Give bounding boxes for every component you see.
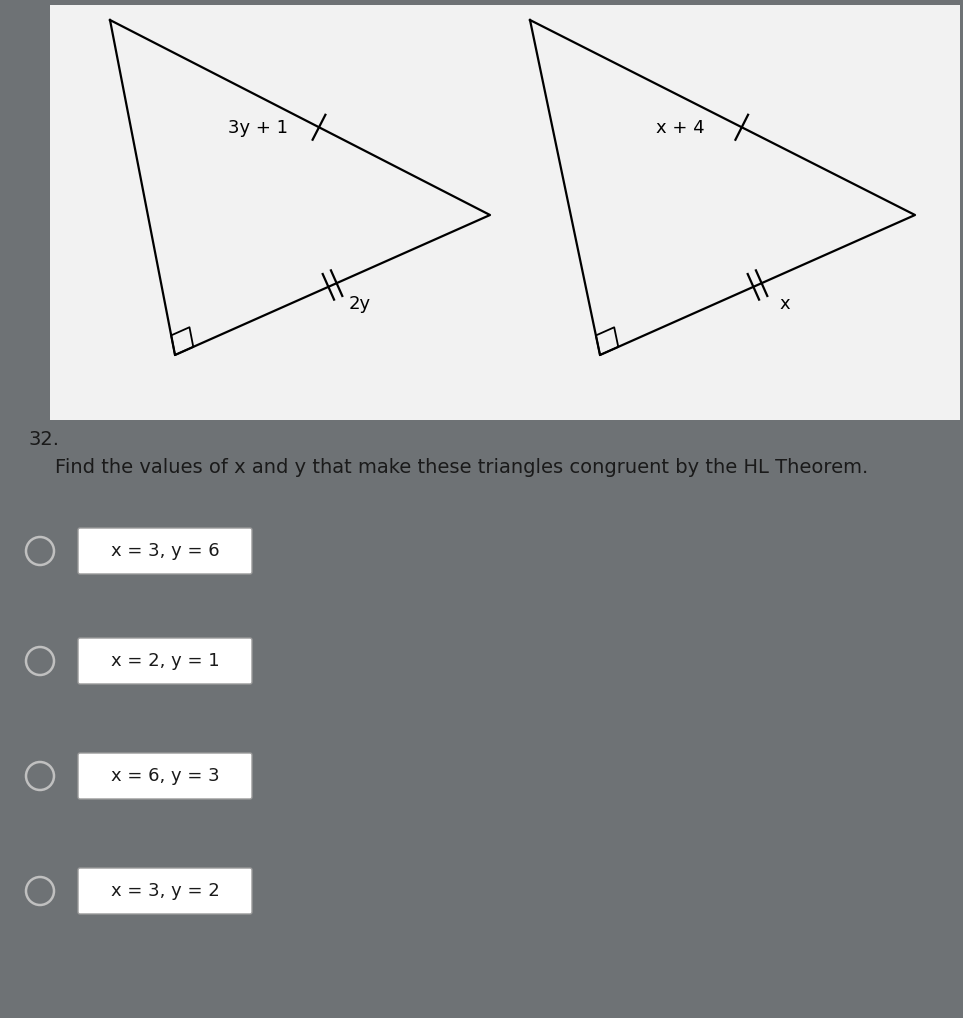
Text: 2y: 2y [349, 294, 371, 313]
FancyBboxPatch shape [78, 528, 252, 574]
Text: Find the values of x and y that make these triangles congruent by the HL Theorem: Find the values of x and y that make the… [55, 458, 869, 477]
Text: x = 2, y = 1: x = 2, y = 1 [111, 652, 220, 670]
Text: x: x [779, 294, 790, 313]
Text: x = 3, y = 6: x = 3, y = 6 [111, 542, 220, 560]
Text: x + 4: x + 4 [657, 119, 705, 136]
Bar [50, 5, 960, 420]
Text: x = 6, y = 3: x = 6, y = 3 [111, 767, 220, 785]
Text: x = 3, y = 2: x = 3, y = 2 [111, 882, 220, 900]
Text: 32.: 32. [28, 430, 59, 449]
FancyBboxPatch shape [78, 638, 252, 684]
FancyBboxPatch shape [78, 868, 252, 914]
FancyBboxPatch shape [78, 753, 252, 799]
Text: 3y + 1: 3y + 1 [228, 119, 288, 136]
